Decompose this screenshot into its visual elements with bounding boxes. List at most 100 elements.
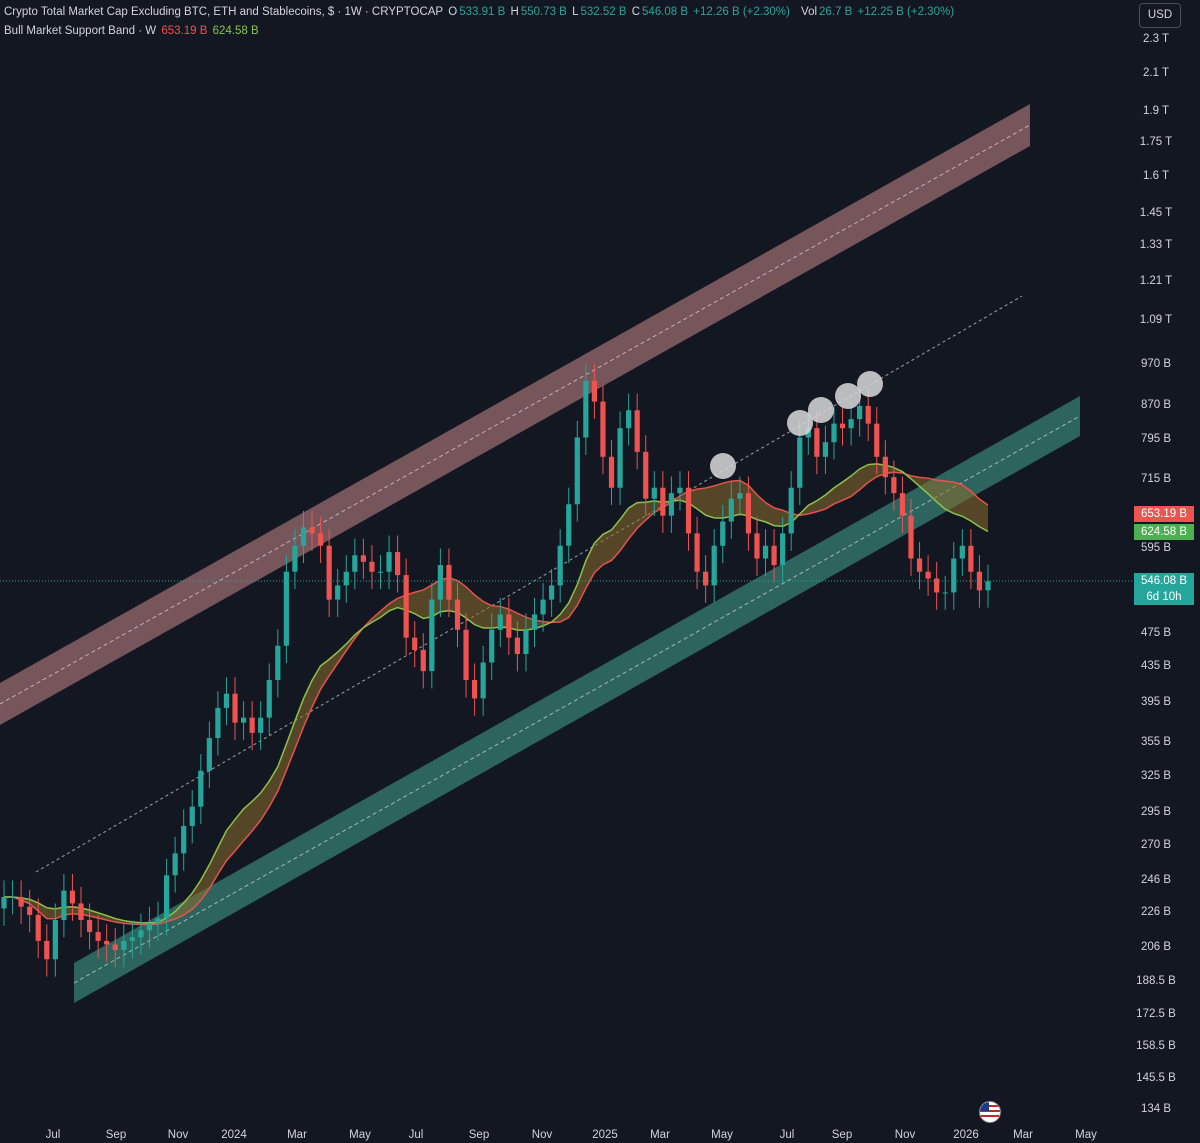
candle-body: [549, 585, 555, 600]
open-value: 533.91 B: [459, 6, 506, 18]
low-value: 532.52 B: [580, 6, 627, 18]
candle-body: [377, 571, 384, 573]
candle-body: [968, 545, 974, 572]
x-tick-label: Mar: [650, 1129, 670, 1141]
candle-body: [514, 637, 520, 655]
candle-body: [865, 405, 871, 424]
symbol-title: Crypto Total Market Cap Excluding BTC, E…: [4, 6, 444, 18]
x-tick-label: Jul: [408, 1129, 424, 1141]
y-tick-label: 226 B: [1140, 906, 1172, 919]
x-tick-label: Jul: [779, 1129, 795, 1141]
close-label: C: [631, 6, 641, 18]
candle-body: [266, 680, 272, 718]
candle-body: [839, 423, 846, 429]
sma-20-line: [4, 471, 989, 926]
y-tick-label: 1.9 T: [1143, 104, 1169, 117]
volume-value: 26.7 B: [819, 6, 853, 18]
x-tick-label: Jul: [45, 1129, 61, 1141]
y-tick-label: 1.75 T: [1139, 135, 1173, 148]
x-tick-label: Nov: [531, 1129, 553, 1141]
touch-marker: [857, 371, 883, 397]
open-label: O: [448, 6, 458, 18]
candle-body: [480, 662, 486, 699]
candle-body: [112, 944, 118, 950]
candle-body: [523, 629, 529, 655]
candle-body: [959, 545, 965, 559]
x-tick-label: Sep: [468, 1129, 490, 1141]
candle-body: [292, 545, 298, 572]
candle-body: [198, 770, 204, 807]
candle-body: [52, 919, 58, 960]
x-tick-label: May: [349, 1129, 371, 1141]
candle-body: [822, 442, 829, 457]
volume-label: Vol: [801, 6, 818, 18]
candle-body: [583, 380, 589, 438]
candle-body: [463, 629, 469, 681]
y-tick-label: 1.45 T: [1139, 206, 1173, 219]
candle-body: [882, 456, 888, 478]
y-tick-label: 1.21 T: [1139, 274, 1173, 287]
candle-body: [240, 717, 247, 723]
candle-body: [181, 825, 187, 854]
high-label: H: [510, 6, 519, 18]
candle-body: [557, 545, 563, 586]
touch-marker: [835, 383, 861, 409]
countdown-tag: 6d 10h: [1134, 589, 1194, 605]
candle-body: [1, 896, 7, 909]
candle-body: [925, 571, 931, 579]
candle-body: [814, 428, 820, 457]
close-value: 546.08 B: [642, 6, 689, 18]
candle-body: [617, 428, 623, 488]
y-tick-label: 295 B: [1140, 805, 1172, 818]
candle-body: [942, 592, 948, 594]
candle-body: [454, 599, 461, 630]
y-tick-label: 355 B: [1140, 736, 1172, 749]
y-tick-label: 795 B: [1140, 432, 1172, 445]
candle-body: [86, 919, 93, 933]
last-price-tag: 546.08 B: [1134, 573, 1194, 589]
indicator-legend[interactable]: Bull Market Support Band · W 653.19 B 62…: [4, 25, 261, 37]
candle-body: [309, 527, 315, 534]
x-tick-label: Mar: [1013, 1129, 1033, 1141]
candle-body: [651, 487, 657, 499]
y-tick-label: 970 B: [1140, 357, 1172, 370]
candle-body: [874, 423, 880, 457]
high-value: 550.73 B: [520, 6, 567, 18]
candle-body: [591, 380, 597, 402]
band-lower-tag: 624.58 B: [1134, 524, 1194, 540]
x-tick-label: Sep: [831, 1129, 853, 1141]
candle-body: [343, 571, 349, 586]
candle-body: [258, 717, 264, 733]
candle-body: [472, 680, 478, 699]
y-tick-label: 134 B: [1140, 1103, 1172, 1115]
candle-body: [634, 410, 640, 452]
x-tick-label: 2025: [592, 1129, 618, 1141]
candle-body: [711, 545, 717, 586]
candle-body: [206, 738, 212, 771]
candle-body: [677, 487, 683, 494]
y-tick-label: 435 B: [1140, 659, 1172, 672]
x-tick-label: Mar: [287, 1129, 307, 1141]
candle-body: [121, 940, 127, 950]
candle-body: [574, 437, 580, 505]
x-tick-label: Nov: [894, 1129, 916, 1141]
low-label: L: [572, 6, 579, 18]
candle-body: [685, 487, 692, 534]
candle-body: [728, 498, 734, 522]
candle-body: [951, 558, 957, 593]
candle-body: [412, 637, 418, 650]
candle-body: [18, 896, 24, 907]
candle-body: [703, 571, 709, 586]
candle-body: [249, 717, 255, 733]
candle-body: [78, 903, 84, 920]
candle-body: [446, 565, 452, 600]
y-tick-label: 1.09 T: [1139, 314, 1173, 327]
candle-body: [531, 614, 538, 630]
change-value: +12.26 B (+2.30%): [693, 6, 790, 18]
y-tick-label: 475 B: [1140, 626, 1172, 639]
candle-body: [129, 937, 135, 941]
currency-button[interactable]: USD: [1139, 3, 1181, 28]
y-tick-label: 172.5 B: [1136, 1007, 1176, 1020]
candle-body: [163, 875, 170, 919]
